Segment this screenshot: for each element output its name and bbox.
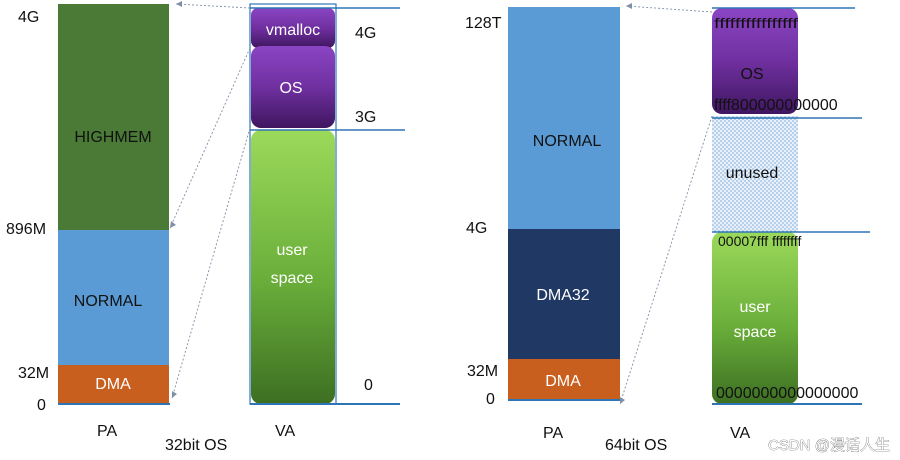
right-normal-label: NORMAL <box>533 133 602 150</box>
right-va-tick-kernel-start: ffff800000000000 <box>714 97 838 114</box>
left-highmem-label: HIGHMEM <box>74 129 151 146</box>
right-arrow-top <box>625 5 713 13</box>
right-pa-tick-4g: 4G <box>466 220 487 237</box>
left-pa-tick-zero: 0 <box>37 397 46 414</box>
left-arrow-os-normal <box>169 47 251 229</box>
right-user-label-line2: space <box>734 324 777 341</box>
left-user-label-line2: space <box>271 270 314 287</box>
left-arrowhead-mid <box>170 221 176 228</box>
right-pa-caption: PA <box>543 425 563 442</box>
right-dma-region <box>508 359 620 399</box>
left-user-space-region <box>251 130 335 404</box>
right-va-column <box>712 7 870 405</box>
right-normal-region <box>508 7 620 229</box>
left-arrow-os-dma <box>171 127 251 399</box>
left-pa-caption: PA <box>97 423 117 440</box>
right-va-tick-top: ffffffffffffffff <box>714 15 798 31</box>
left-arrow-vmalloc <box>175 3 251 9</box>
right-pa-tick-128t: 128T <box>465 15 502 32</box>
right-arrowhead-bottom <box>620 397 625 404</box>
left-vmalloc-label: vmalloc <box>266 22 320 39</box>
right-user-space-region <box>712 232 798 404</box>
left-user-label-line1: user <box>276 242 308 259</box>
watermark-text: CSDN @漫话人生 <box>768 437 890 454</box>
left-arrowhead-top <box>176 1 182 7</box>
right-pa-column <box>508 7 620 401</box>
right-va-tick-user-end: 00007fff ffffffff <box>718 233 801 249</box>
left-normal-region <box>58 230 169 365</box>
right-va-caption: VA <box>730 425 750 442</box>
right-dma-label: DMA <box>545 373 581 390</box>
right-dma32-region <box>508 229 620 359</box>
left-va-caption: VA <box>275 423 295 440</box>
right-title: 64bit OS <box>605 437 667 454</box>
left-arrowhead-bottom <box>172 391 177 398</box>
right-pa-tick-zero: 0 <box>486 391 495 408</box>
right-unused-region <box>712 116 798 232</box>
right-arrow-bottom <box>619 115 713 405</box>
right-mapping-arrows <box>619 5 713 405</box>
left-normal-label: NORMAL <box>74 293 143 310</box>
left-pa-column <box>58 4 170 405</box>
left-va-column <box>249 3 405 405</box>
right-va-tick-zero: 0000000000000000 <box>716 385 858 402</box>
right-user-label-line1: user <box>739 299 771 316</box>
left-dma-label: DMA <box>95 376 131 393</box>
right-arrowhead-top <box>626 3 632 9</box>
left-os-label: OS <box>279 80 302 97</box>
left-mapping-arrows <box>169 3 251 399</box>
left-pa-tick-top: 4G <box>18 9 39 26</box>
left-pa-tick-32m: 32M <box>18 365 49 382</box>
left-title: 32bit OS <box>165 437 227 454</box>
right-unused-label: unused <box>726 165 779 182</box>
left-pa-tick-896m: 896M <box>6 221 46 238</box>
left-va-tick-4g: 4G <box>355 25 376 42</box>
right-pa-tick-32m: 32M <box>467 363 498 380</box>
right-os-region <box>712 8 798 114</box>
right-os-label: OS <box>740 66 763 83</box>
right-dma32-label: DMA32 <box>536 287 589 304</box>
left-vmalloc-region <box>251 8 335 48</box>
left-dma-region <box>58 365 169 403</box>
left-va-tick-zero: 0 <box>364 377 373 394</box>
left-highmem-region <box>58 4 169 230</box>
left-va-tick-3g: 3G <box>355 109 376 126</box>
left-os-region <box>251 46 335 128</box>
